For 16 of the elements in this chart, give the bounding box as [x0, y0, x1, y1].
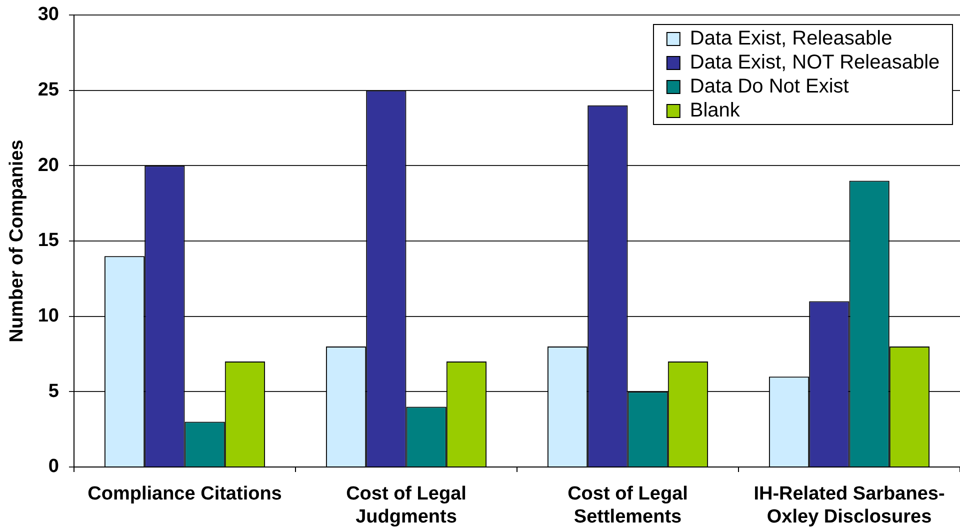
- legend-label: Data Exist, NOT Releasable: [690, 52, 940, 74]
- y-tick-label: 0: [48, 456, 59, 478]
- y-tick-label: 5: [48, 380, 60, 402]
- x-tick-label: Cost of Legal Settlements: [568, 484, 688, 528]
- y-tick-label: 20: [38, 154, 59, 176]
- legend-label: Data Do Not Exist: [690, 76, 850, 98]
- y-axis-title: Number of Companies: [6, 140, 28, 342]
- y-tick-label: 10: [38, 306, 59, 327]
- y-tick-label: 25: [38, 80, 60, 101]
- y-tick-label: 30: [38, 4, 59, 26]
- x-tick-label: Cost of Legal Judgments: [346, 484, 466, 528]
- x-tick-label: Compliance Citations: [88, 484, 282, 505]
- legend-label: Data Exist, Releasable: [690, 28, 892, 50]
- x-tick-label: IH-Related Sarbanes-Oxley Disclosures: [754, 484, 945, 528]
- legend-label: Blank: [690, 100, 741, 122]
- y-tick-label: 15: [38, 230, 60, 252]
